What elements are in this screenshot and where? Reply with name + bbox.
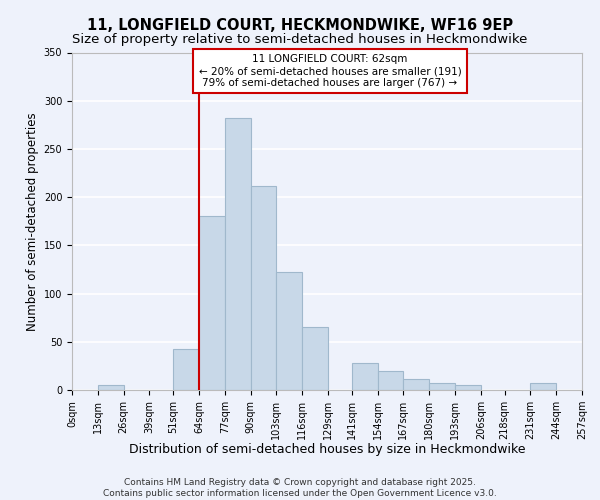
- Bar: [377, 370, 403, 390]
- Bar: [251, 186, 277, 390]
- Bar: [455, 385, 481, 390]
- Y-axis label: Number of semi-detached properties: Number of semi-detached properties: [26, 112, 40, 330]
- Bar: [530, 383, 556, 390]
- Text: Contains HM Land Registry data © Crown copyright and database right 2025.
Contai: Contains HM Land Registry data © Crown c…: [103, 478, 497, 498]
- Text: 11 LONGFIELD COURT: 62sqm
← 20% of semi-detached houses are smaller (191)
79% of: 11 LONGFIELD COURT: 62sqm ← 20% of semi-…: [199, 54, 461, 88]
- Bar: [199, 216, 225, 390]
- Bar: [302, 328, 328, 390]
- Bar: [352, 363, 377, 390]
- X-axis label: Distribution of semi-detached houses by size in Heckmondwike: Distribution of semi-detached houses by …: [129, 444, 525, 456]
- Bar: [277, 272, 302, 390]
- Bar: [403, 380, 429, 390]
- Bar: [98, 385, 124, 390]
- Bar: [225, 118, 251, 390]
- Text: Size of property relative to semi-detached houses in Heckmondwike: Size of property relative to semi-detach…: [73, 32, 527, 46]
- Bar: [173, 348, 199, 390]
- Text: 11, LONGFIELD COURT, HECKMONDWIKE, WF16 9EP: 11, LONGFIELD COURT, HECKMONDWIKE, WF16 …: [87, 18, 513, 32]
- Bar: [429, 383, 455, 390]
